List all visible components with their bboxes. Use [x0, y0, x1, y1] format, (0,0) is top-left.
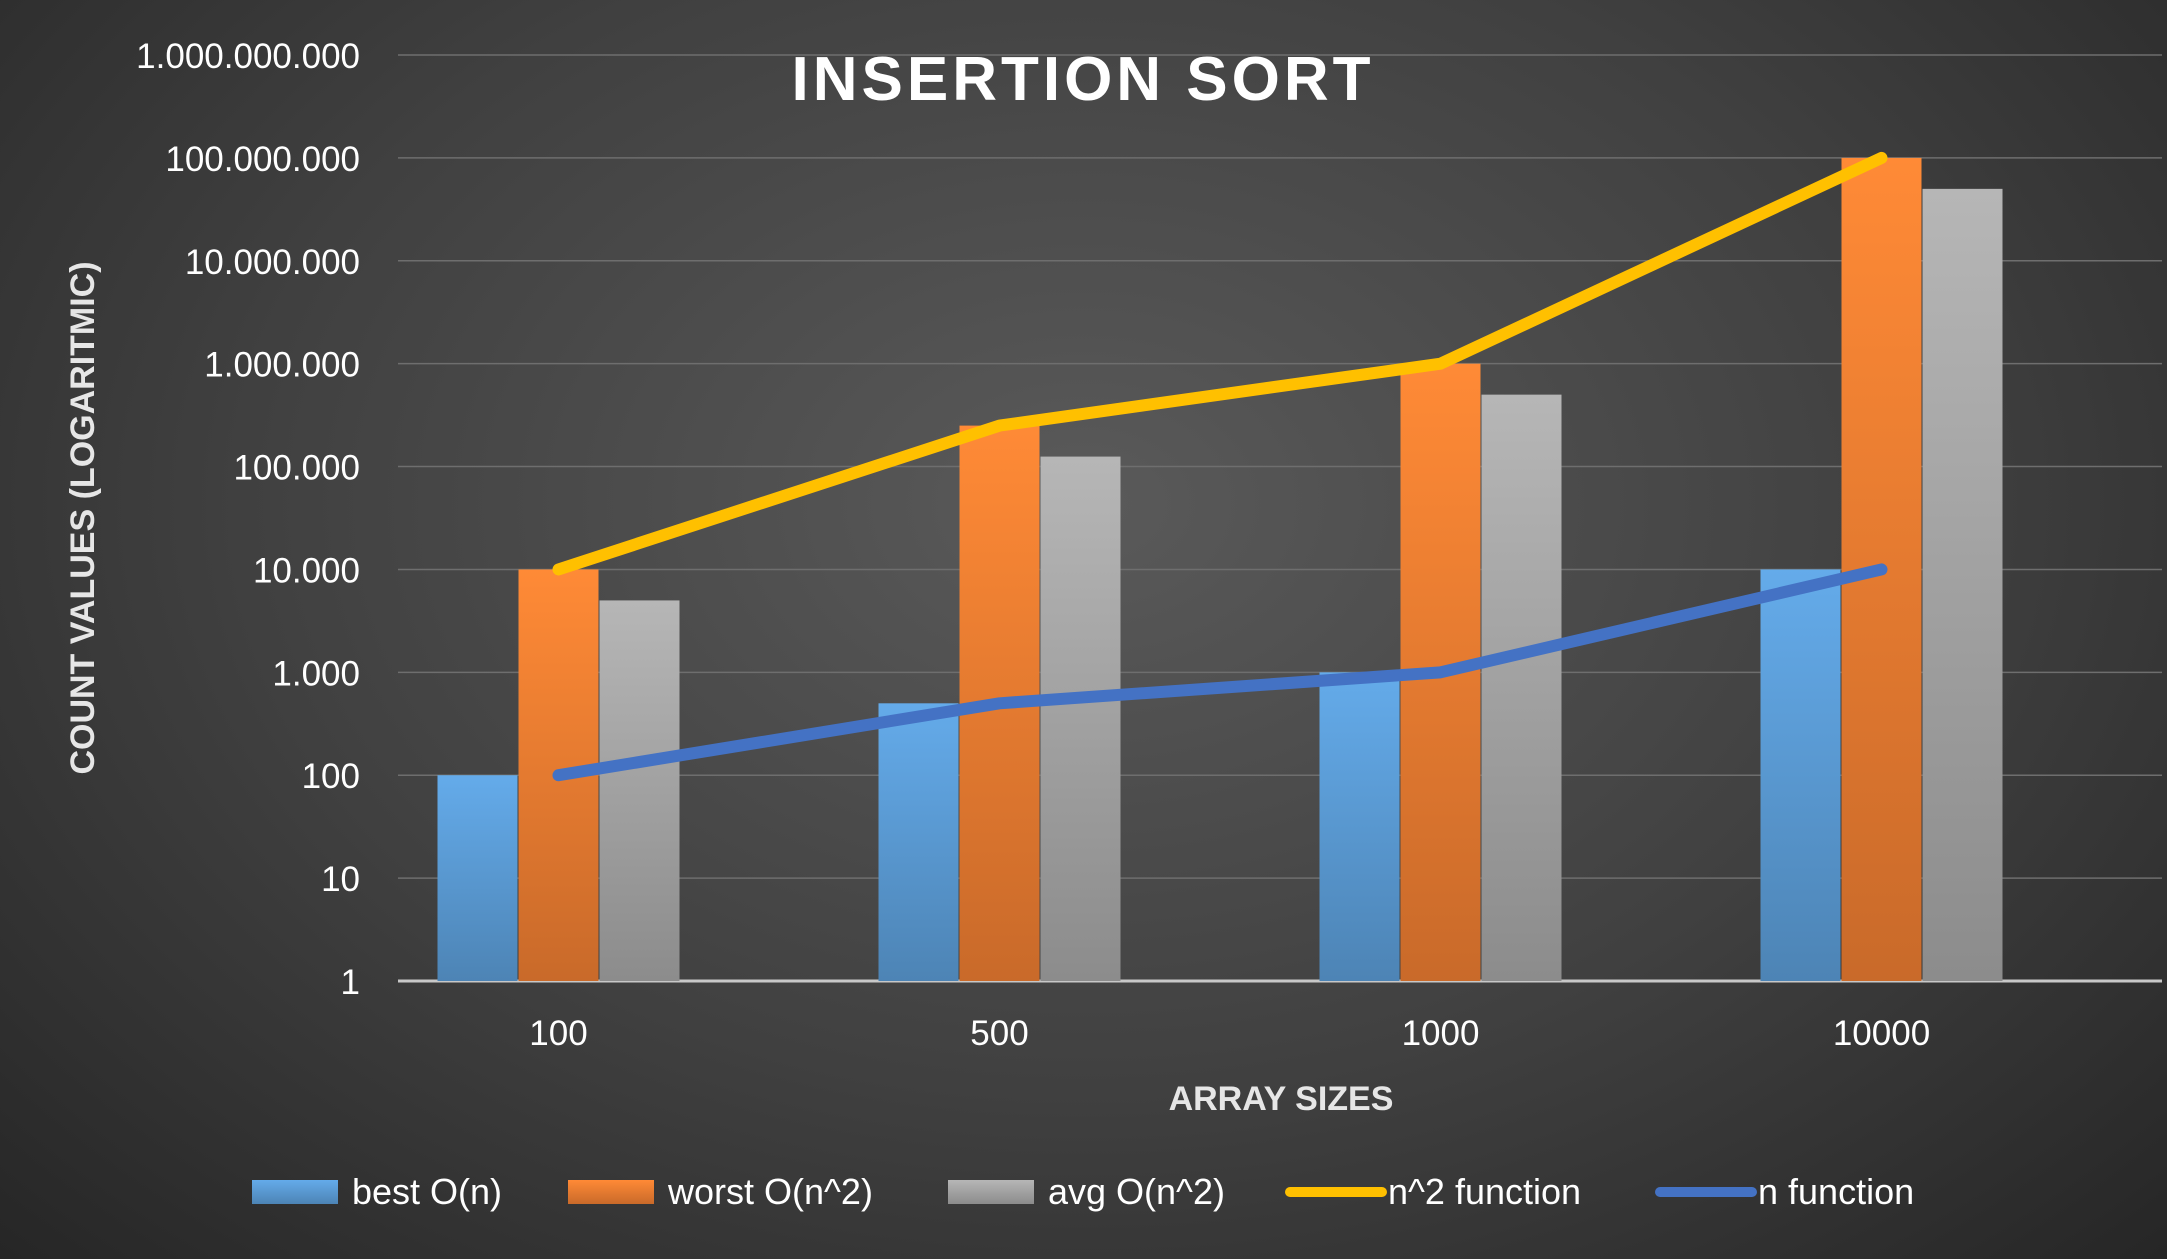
x-tick-label: 500	[970, 1014, 1028, 1053]
legend-label: n function	[1758, 1171, 1914, 1212]
y-tick-label: 10	[321, 860, 360, 899]
bar-best-10000	[1760, 569, 1841, 981]
legend-label: avg O(n^2)	[1048, 1171, 1225, 1212]
y-tick-label: 100.000.000	[165, 140, 360, 179]
bar-avg-100	[599, 600, 680, 981]
y-tick-label: 1.000	[272, 654, 360, 693]
legend-swatch	[252, 1180, 338, 1204]
y-tick-label: 100.000	[233, 449, 360, 488]
y-tick-labels: 1 10 100 1.000 10.000 100.000 1.000.000 10.000.…	[136, 37, 360, 1002]
y-tick-label: 1.000.000.000	[136, 37, 360, 76]
y-axis-title: COUNT VALUES (LOGARITMIC)	[64, 261, 102, 774]
bar-avg-500	[1040, 456, 1121, 981]
legend-label: n^2 function	[1388, 1171, 1581, 1212]
y-tick-label: 10.000.000	[185, 243, 360, 282]
bar-best-1000	[1319, 672, 1400, 981]
legend: best O(n) worst O(n^2) avg O(n^2) n^2 funct…	[252, 1171, 1914, 1212]
x-tick-label: 1000	[1402, 1014, 1480, 1053]
bar-avg-10000	[1922, 188, 2003, 982]
legend-label: worst O(n^2)	[667, 1171, 873, 1212]
x-tick-label: 10000	[1833, 1014, 1930, 1053]
chart-title: INSERTION SORT	[791, 45, 1374, 114]
x-tick-labels: 100 500 1000 10000	[529, 1014, 1930, 1053]
line-n-2-function	[552, 151, 1888, 576]
line-n-function	[552, 563, 1888, 782]
bar-best-500	[878, 703, 959, 981]
legend-swatch	[948, 1180, 1034, 1204]
legend-swatch	[568, 1180, 654, 1204]
legend-label: best O(n)	[352, 1171, 502, 1212]
x-tick-label: 100	[529, 1014, 587, 1053]
y-tick-label: 1.000.000	[204, 346, 360, 385]
x-axis-title: ARRAY SIZES	[1169, 1080, 1394, 1118]
y-tick-label: 100	[302, 757, 360, 796]
y-tick-label: 10.000	[253, 551, 360, 590]
lines	[552, 151, 1888, 782]
bar-best-100	[437, 775, 518, 981]
bar-avg-1000	[1481, 394, 1562, 982]
y-tick-label: 1	[341, 963, 360, 1002]
